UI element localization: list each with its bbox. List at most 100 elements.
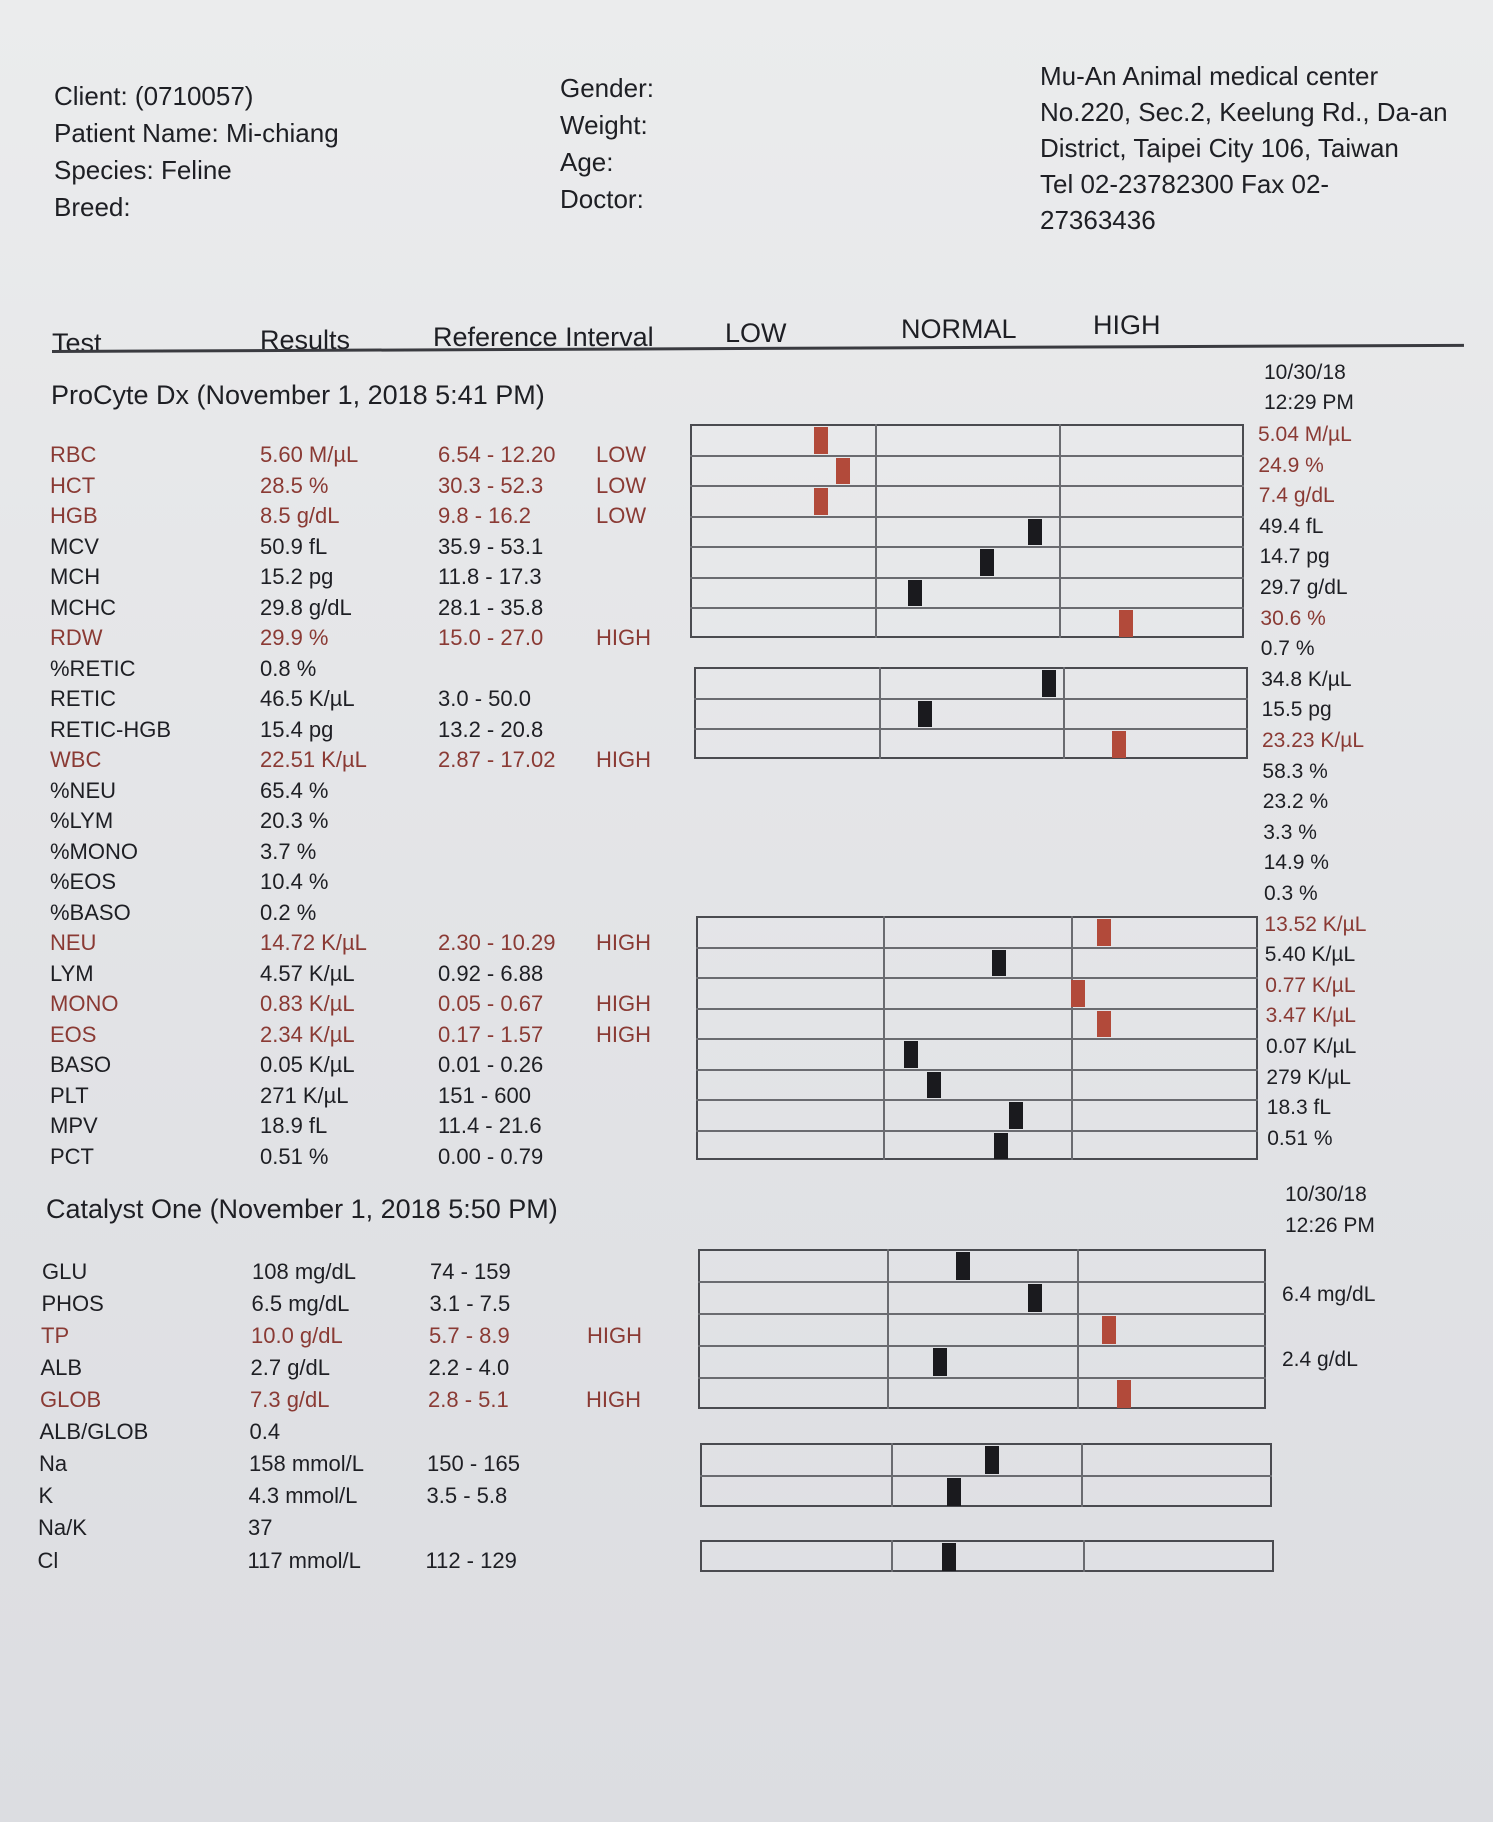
gauge-box bbox=[700, 1540, 1274, 1572]
gauge-row-separator bbox=[698, 1345, 1266, 1347]
gauge-divider bbox=[1059, 424, 1062, 638]
gauge-marker bbox=[1041, 670, 1056, 697]
test-result: 0.4 bbox=[249, 1419, 281, 1444]
test-result: 22.51 K/µL bbox=[260, 747, 367, 772]
test-name: PCT bbox=[50, 1143, 94, 1169]
test-name: PHOS bbox=[41, 1291, 104, 1316]
gauge-row-separator bbox=[696, 1007, 1258, 1010]
test-name: Cl bbox=[37, 1548, 59, 1573]
test-name: %MONO bbox=[50, 838, 138, 864]
test-result: 4.3 mmol/L bbox=[248, 1483, 358, 1508]
test-ref: 2.87 - 17.02 bbox=[438, 747, 556, 772]
test-ref: 13.2 - 20.8 bbox=[438, 716, 544, 742]
test-result: 15.2 pg bbox=[260, 564, 334, 589]
test-ref: 2.2 - 4.0 bbox=[428, 1355, 510, 1380]
test-flag: LOW bbox=[596, 442, 647, 467]
test-result: 14.72 K/µL bbox=[260, 930, 367, 955]
previous-result: 14.9 % bbox=[1263, 851, 1329, 875]
previous-result: 18.3 fL bbox=[1266, 1096, 1332, 1120]
gauge-row-separator bbox=[690, 454, 1244, 457]
clinic-name: Mu-An Animal medical center bbox=[1040, 61, 1379, 91]
test-ref: 74 - 159 bbox=[430, 1259, 511, 1284]
gender-label: Gender: bbox=[560, 73, 654, 103]
catalyst-prev-time: 12:26 PM bbox=[1285, 1214, 1375, 1237]
gauge-marker bbox=[926, 1071, 941, 1098]
test-result: 2.7 g/dL bbox=[250, 1355, 331, 1380]
previous-result: 5.40 K/µL bbox=[1264, 943, 1356, 967]
gauge-marker bbox=[956, 1252, 971, 1280]
procyte-row: RDW 29.9 % 15.0 - 27.0 HIGH bbox=[0, 623, 1493, 653]
previous-result: 5.04 M/µL bbox=[1258, 423, 1352, 446]
procyte-row: EOS 2.34 K/µL 0.17 - 1.57 HIGH bbox=[0, 1020, 1493, 1050]
test-ref: 151 - 600 bbox=[438, 1082, 531, 1108]
col-high: HIGH bbox=[1093, 310, 1161, 340]
col-low: LOW bbox=[725, 318, 787, 348]
previous-result: 24.9 % bbox=[1258, 453, 1324, 477]
test-name: ALB/GLOB bbox=[39, 1419, 149, 1444]
procyte-row: %RETIC 0.8 % bbox=[0, 654, 1493, 684]
test-ref: 35.9 - 53.1 bbox=[438, 533, 544, 559]
gauge-row-separator bbox=[696, 946, 1258, 949]
previous-result: 58.3 % bbox=[1262, 759, 1328, 783]
test-name: %LYM bbox=[50, 808, 114, 833]
previous-result: 0.77 K/µL bbox=[1265, 973, 1356, 997]
test-ref: 3.1 - 7.5 bbox=[429, 1291, 511, 1316]
species: Species: Feline bbox=[54, 155, 232, 185]
test-result: 117 mmol/L bbox=[247, 1548, 361, 1573]
test-ref: 5.7 - 8.9 bbox=[429, 1323, 510, 1348]
test-result: 271 K/µL bbox=[260, 1082, 349, 1108]
gauge-box bbox=[698, 1249, 1266, 1409]
test-result: 7.3 g/dL bbox=[250, 1387, 330, 1412]
gauge-marker bbox=[984, 1446, 999, 1474]
test-result: 2.34 K/µL bbox=[260, 1021, 355, 1047]
procyte-row: %NEU 65.4 % bbox=[0, 776, 1493, 806]
gauge-marker bbox=[836, 457, 851, 484]
test-result: 4.57 K/µL bbox=[260, 960, 355, 986]
client-info: Client: (0710057) Patient Name: Mi-chian… bbox=[54, 78, 339, 226]
test-flag: HIGH bbox=[586, 1387, 641, 1412]
test-result: 28.5 % bbox=[260, 472, 329, 498]
test-result: 18.9 fL bbox=[260, 1113, 328, 1138]
gauge-marker bbox=[1111, 731, 1126, 758]
test-ref: 15.0 - 27.0 bbox=[438, 625, 544, 650]
test-result: 5.60 M/µL bbox=[260, 442, 359, 467]
gauge-marker bbox=[980, 549, 995, 576]
gauge-marker bbox=[933, 1348, 948, 1376]
test-name: EOS bbox=[50, 1021, 97, 1047]
test-result: 29.9 % bbox=[260, 625, 329, 650]
previous-result: 7.4 g/dL bbox=[1258, 484, 1335, 508]
catalyst-row: K 4.3 mmol/L 3.5 - 5.8 bbox=[0, 1481, 1482, 1511]
procyte-row: MPV 18.9 fL 11.4 - 21.6 bbox=[0, 1111, 1493, 1141]
procyte-row: NEU 14.72 K/µL 2.30 - 10.29 HIGH bbox=[0, 928, 1493, 958]
test-name: GLU bbox=[42, 1259, 88, 1284]
test-name: RDW bbox=[50, 625, 103, 650]
test-ref: 28.1 - 35.8 bbox=[438, 594, 544, 620]
test-ref: 11.4 - 21.6 bbox=[438, 1113, 542, 1138]
test-name: ALB bbox=[40, 1355, 83, 1380]
procyte-row: BASO 0.05 K/µL 0.01 - 0.26 bbox=[0, 1050, 1493, 1080]
test-ref: 3.5 - 5.8 bbox=[426, 1483, 508, 1508]
test-ref: 0.00 - 0.79 bbox=[438, 1143, 544, 1169]
procyte-row: MCV 50.9 fL 35.9 - 53.1 bbox=[0, 532, 1493, 562]
test-result: 20.3 % bbox=[260, 808, 329, 833]
test-ref: 6.54 - 12.20 bbox=[438, 442, 556, 467]
test-name: %NEU bbox=[50, 777, 117, 803]
gauge-divider bbox=[1063, 667, 1066, 759]
catalyst-row: TP 10.0 g/dL 5.7 - 8.9 HIGH bbox=[0, 1321, 1484, 1351]
test-name: RETIC bbox=[50, 686, 116, 711]
patient-name: Patient Name: Mi-chiang bbox=[54, 118, 339, 148]
previous-result: 29.7 g/dL bbox=[1260, 576, 1348, 599]
previous-result: 15.5 pg bbox=[1261, 698, 1332, 722]
test-ref: 9.8 - 16.2 bbox=[438, 503, 531, 528]
test-result: 29.8 g/dL bbox=[260, 594, 352, 620]
test-ref: 11.8 - 17.3 bbox=[438, 564, 542, 589]
test-result: 37 bbox=[248, 1515, 273, 1540]
test-name: MONO bbox=[50, 991, 119, 1016]
previous-result: 2.4 g/dL bbox=[1282, 1348, 1358, 1371]
gauge-row-separator bbox=[698, 1377, 1266, 1379]
previous-result: 0.51 % bbox=[1267, 1126, 1333, 1150]
test-name: TP bbox=[41, 1323, 70, 1348]
test-name: WBC bbox=[50, 747, 102, 772]
procyte-row: %EOS 10.4 % bbox=[0, 867, 1493, 897]
test-result: 6.5 mg/dL bbox=[251, 1291, 350, 1316]
